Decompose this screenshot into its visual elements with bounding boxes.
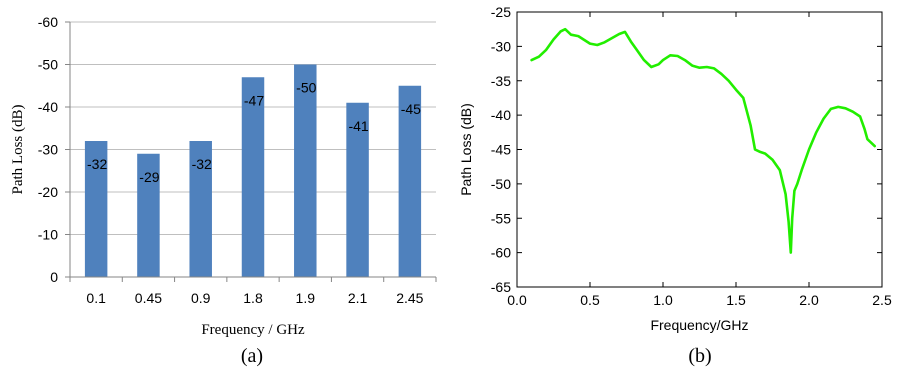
line-chart-y-axis-label: Path Loss (dB): [458, 103, 474, 196]
x-tick-label: 2.45: [396, 290, 423, 306]
bar: [241, 77, 265, 277]
data-label: -29: [139, 169, 159, 185]
data-label: -32: [192, 156, 212, 172]
y-tick-label: 0: [50, 269, 58, 285]
data-label: -45: [401, 101, 421, 117]
line-chart-x-axis-label: Frequency/GHz: [650, 317, 748, 333]
bar: [137, 153, 160, 277]
bar-chart-caption: (a): [241, 345, 263, 367]
y-tick-label: -60: [38, 14, 58, 30]
data-label: -47: [244, 92, 264, 108]
y-tick-label: -65: [491, 279, 511, 295]
y-tick-label: -55: [491, 210, 511, 226]
data-label: -32: [87, 156, 107, 172]
x-tick-label: 0.9: [191, 290, 211, 306]
bar: [84, 141, 108, 277]
y-tick-label: -50: [491, 176, 511, 192]
y-tick-label: -35: [491, 73, 511, 89]
x-tick-label: 0.0: [507, 292, 527, 308]
line-chart-tick-marks: [516, 11, 883, 288]
bar: [189, 141, 212, 277]
y-tick-label: -40: [491, 107, 511, 123]
x-tick-label: 1.8: [243, 290, 263, 306]
x-tick-label: 1.5: [726, 292, 746, 308]
y-tick-label: -30: [38, 142, 58, 158]
line-chart-caption: (b): [688, 345, 711, 367]
bar-chart-data-labels: -32 -29 -32 -47 -50 -41 -45: [87, 80, 421, 185]
y-tick-label: -25: [491, 4, 511, 20]
y-tick-label: -40: [38, 99, 58, 115]
data-label: -50: [296, 80, 316, 96]
x-tick-label: 2.1: [348, 290, 368, 306]
bar: [294, 64, 317, 277]
y-tick-label: -60: [491, 245, 511, 261]
x-tick-label: 1.0: [653, 292, 673, 308]
line-chart-series-line: [530, 27, 877, 254]
x-tick-label: 2.0: [799, 292, 819, 308]
data-label: -41: [348, 118, 368, 134]
line-chart-y-tick-labels: -25 -30 -35 -40 -45 -50 -55 -60 -65: [491, 4, 511, 295]
y-tick-label: -20: [38, 184, 58, 200]
bar-chart-panel: 0 -10 -20 -30 -40 -50 -60 0.1 0.45 0.9 1.8 1.9 2.1 2…: [10, 14, 437, 367]
bar-chart-x-axis-label: Frequency / GHz: [201, 322, 305, 338]
bar-chart-bars: [69, 64, 437, 282]
y-tick-label: -50: [38, 57, 58, 73]
x-tick-label: 0.1: [86, 290, 106, 306]
y-tick-label: -45: [491, 142, 511, 158]
x-tick-label: 0.45: [135, 290, 162, 306]
bar: [346, 102, 369, 277]
x-tick-label: 1.9: [296, 290, 316, 306]
x-tick-label: 2.5: [872, 292, 892, 308]
bar-chart-y-axis-label: Path Loss (dB): [10, 104, 26, 194]
line-chart-panel: -25 -30 -35 -40 -45 -50 -55 -60 -65 0.0 0.5 1.0 1.5…: [458, 4, 892, 367]
line-chart-x-tick-labels: 0.0 0.5 1.0 1.5 2.0 2.5: [507, 292, 892, 308]
x-tick-label: 0.5: [580, 292, 600, 308]
bar: [398, 85, 422, 277]
bar-chart-y-tick-labels: 0 -10 -20 -30 -40 -50 -60: [38, 14, 58, 285]
line-chart-plot-frame: [516, 11, 883, 288]
y-tick-label: -10: [38, 227, 58, 243]
bar-chart-x-tick-labels: 0.1 0.45 0.9 1.8 1.9 2.1 2.45: [86, 290, 423, 306]
y-tick-label: -30: [491, 38, 511, 54]
